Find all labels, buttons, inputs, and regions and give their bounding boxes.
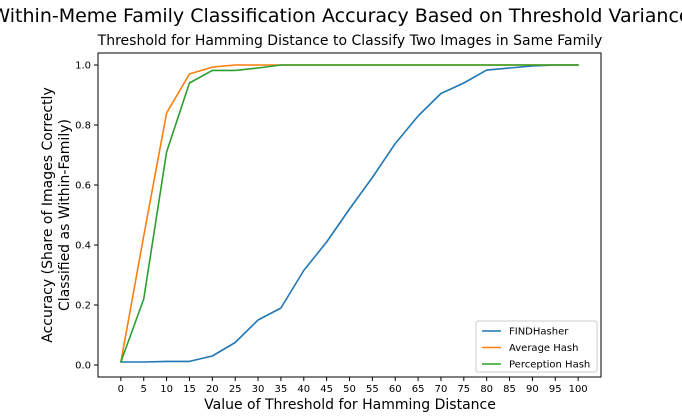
legend: FINDHasher Average Hash Perception Hash — [475, 320, 598, 373]
x-tick-label: 60 — [389, 384, 402, 395]
y-axis-label-line-2: Classified as Within-Family) — [57, 119, 73, 311]
x-tick-label: 20 — [206, 384, 219, 395]
x-tick-label: 80 — [480, 384, 493, 395]
y-axis-label-line-1: Accuracy (Share of Images Correctly — [40, 87, 56, 343]
x-tick-label: 90 — [526, 384, 539, 395]
x-tick-label: 10 — [160, 384, 173, 395]
y-tick-label: 0.8 — [75, 121, 91, 132]
y-tick-label: 0.2 — [75, 301, 91, 312]
y-tick-label: 1.0 — [75, 61, 91, 72]
legend-label-findhasher: FINDHasher — [509, 327, 569, 338]
x-tick-label: 100 — [569, 384, 588, 395]
x-tick-label: 65 — [412, 384, 425, 395]
x-tick-label: 40 — [297, 384, 310, 395]
x-axis: 0 5 10 15 20 25 30 35 40 45 50 55 60 65 70 75 80 85 90 95 10… — [118, 377, 588, 395]
chart-subtitle: Threshold for Hamming Distance to Classi… — [97, 33, 603, 49]
x-tick-label: 35 — [275, 384, 288, 395]
x-tick-label: 55 — [366, 384, 379, 395]
series-lines — [120, 64, 579, 363]
y-axis: 0.0 0.2 0.4 0.6 0.8 1.0 — [75, 61, 98, 372]
series-line-findhasher — [120, 64, 579, 363]
x-tick-label: 50 — [343, 384, 356, 395]
y-tick-label: 0.6 — [75, 181, 91, 192]
x-tick-label: 5 — [141, 384, 147, 395]
x-tick-label: 15 — [183, 384, 196, 395]
legend-box — [475, 320, 598, 373]
x-tick-label: 25 — [229, 384, 242, 395]
x-axis-label: Value of Threshold for Hamming Distance — [204, 397, 496, 413]
y-tick-label: 0.0 — [75, 361, 91, 372]
x-tick-label: 70 — [435, 384, 448, 395]
x-tick-label: 30 — [252, 384, 265, 395]
x-tick-label: 75 — [457, 384, 470, 395]
legend-label-average-hash: Average Hash — [509, 343, 578, 354]
y-axis-label: Accuracy (Share of Images Correctly Clas… — [40, 87, 73, 343]
y-tick-label: 0.4 — [75, 241, 91, 252]
x-tick-label: 95 — [549, 384, 562, 395]
legend-label-perception-hash: Perception Hash — [509, 360, 590, 371]
chart-title: Within-Meme Family Classification Accura… — [0, 5, 682, 27]
x-tick-label: 85 — [503, 384, 516, 395]
x-tick-label: 0 — [118, 384, 124, 395]
x-tick-label: 45 — [320, 384, 333, 395]
series-line-perception-hash — [120, 64, 579, 363]
